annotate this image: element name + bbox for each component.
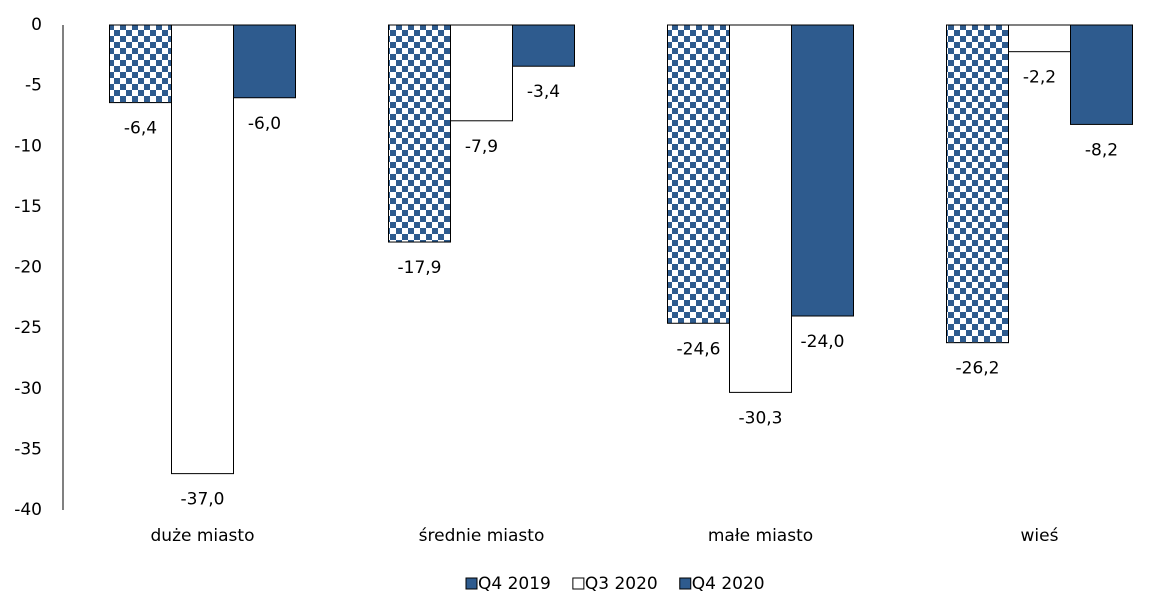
legend-label: Q3 2020 [585, 574, 658, 594]
bar [171, 24, 234, 475]
legend-marker [465, 577, 478, 590]
bar [388, 24, 451, 243]
y-tick-label: -30 [14, 379, 42, 399]
value-label: -30,3 [739, 408, 783, 428]
value-label: -24,6 [677, 339, 721, 359]
value-label: -26,2 [956, 359, 1000, 379]
legend-marker [572, 577, 585, 590]
bar [512, 24, 575, 67]
y-tick-label: -15 [14, 197, 42, 217]
bar [1008, 24, 1071, 53]
bar [667, 24, 730, 324]
value-label: -6,0 [248, 114, 281, 134]
x-tick-label: duże miasto [151, 526, 255, 546]
y-tick-label: -35 [14, 439, 42, 459]
value-label: -2,2 [1023, 68, 1056, 88]
y-tick-label: -5 [25, 76, 42, 96]
y-tick-label: 0 [31, 15, 42, 35]
bar [233, 24, 296, 99]
bar [109, 24, 172, 104]
value-label: -3,4 [527, 82, 560, 102]
value-label: -24,0 [801, 332, 845, 352]
legend-marker [679, 577, 692, 590]
y-tick-label: -20 [14, 258, 42, 278]
value-label: -6,4 [124, 119, 157, 139]
x-tick-label: wieś [1021, 526, 1059, 546]
y-tick-label: -10 [14, 136, 42, 156]
legend-label: Q4 2019 [478, 574, 551, 594]
value-label: -8,2 [1085, 140, 1118, 160]
bar [791, 24, 854, 317]
y-tick-label: -40 [14, 500, 42, 520]
bar [946, 24, 1009, 344]
bar [450, 24, 513, 122]
legend-label: Q4 2020 [692, 574, 765, 594]
value-label: -37,0 [181, 490, 225, 510]
y-tick-label: -25 [14, 318, 42, 338]
x-tick-label: średnie miasto [419, 526, 545, 546]
value-label: -7,9 [465, 137, 498, 157]
value-label: -17,9 [398, 258, 442, 278]
x-tick-label: małe miasto [708, 526, 813, 546]
bar [1070, 24, 1133, 125]
bar [729, 24, 792, 393]
